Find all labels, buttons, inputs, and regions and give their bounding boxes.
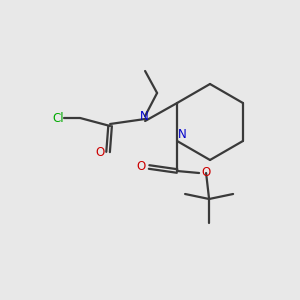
Text: O: O bbox=[202, 167, 211, 179]
Text: N: N bbox=[140, 110, 148, 122]
Text: O: O bbox=[95, 146, 105, 158]
Text: Cl: Cl bbox=[52, 112, 64, 124]
Text: O: O bbox=[136, 160, 146, 173]
Text: N: N bbox=[178, 128, 187, 142]
